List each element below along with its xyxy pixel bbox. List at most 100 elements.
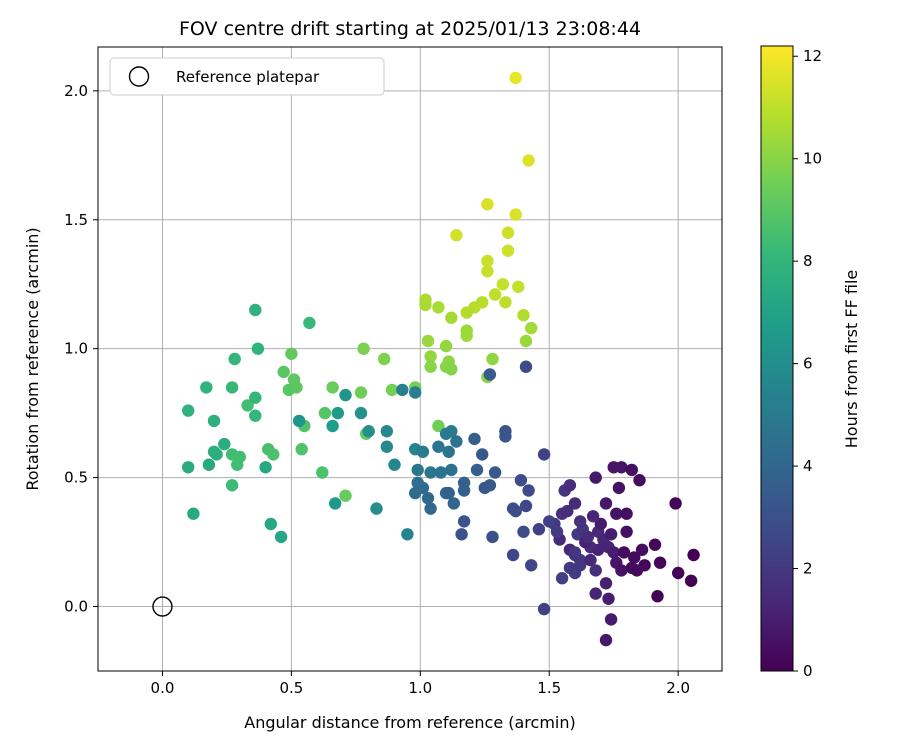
data-point	[249, 391, 262, 404]
data-point	[628, 551, 641, 564]
data-point	[584, 553, 597, 567]
data-point	[182, 404, 195, 417]
data-point	[357, 342, 370, 355]
data-point	[589, 471, 602, 484]
data-point	[568, 546, 582, 559]
y-tick-label: 1.5	[64, 211, 88, 229]
data-point	[421, 334, 435, 348]
colorbar-tick-label: 4	[803, 457, 813, 475]
data-point	[574, 515, 587, 528]
data-point	[264, 517, 277, 531]
x-tick-label: 1.5	[537, 679, 561, 697]
data-point	[501, 226, 515, 239]
y-tick-label: 2.0	[64, 82, 88, 100]
data-point	[630, 564, 644, 577]
data-point	[259, 461, 272, 474]
colorbar-tick-label: 6	[803, 355, 813, 373]
data-point	[563, 561, 577, 575]
data-point	[509, 71, 522, 85]
data-point	[339, 489, 352, 502]
data-point	[488, 288, 502, 301]
data-point	[483, 368, 497, 381]
data-point	[509, 208, 522, 221]
data-point	[610, 507, 623, 520]
data-point	[499, 425, 512, 438]
data-point	[378, 352, 391, 366]
data-point	[589, 587, 602, 600]
data-point	[326, 381, 339, 394]
data-point	[512, 280, 525, 293]
data-point	[331, 406, 344, 420]
y-tick-label: 0.0	[64, 598, 88, 616]
data-point	[262, 443, 275, 456]
data-point	[277, 365, 290, 379]
plot-frame	[97, 46, 723, 672]
data-point	[476, 448, 489, 461]
data-point	[519, 360, 533, 373]
y-tick-label: 1.0	[64, 340, 88, 358]
data-point	[362, 425, 375, 438]
data-point	[432, 301, 445, 314]
data-point	[388, 458, 401, 471]
data-point	[411, 463, 424, 477]
data-point	[481, 254, 494, 268]
data-point	[481, 198, 494, 211]
data-point	[434, 466, 448, 479]
data-point	[450, 229, 463, 242]
data-point	[486, 352, 499, 366]
y-axis-label: Rotation from reference (arcmin)	[23, 227, 42, 490]
colorbar-tick-label: 10	[803, 150, 822, 168]
data-point	[488, 466, 502, 479]
data-point	[285, 347, 298, 360]
data-point	[445, 425, 458, 438]
data-point	[210, 448, 223, 461]
colorbar-tick-label: 8	[803, 252, 813, 270]
data-point	[225, 381, 239, 394]
data-point	[401, 528, 414, 541]
data-point	[249, 303, 262, 317]
data-point	[620, 525, 633, 538]
data-point	[561, 504, 574, 518]
data-point	[424, 466, 437, 479]
data-point	[563, 479, 577, 492]
data-point	[354, 406, 368, 420]
data-point	[594, 517, 607, 531]
data-point	[460, 329, 473, 342]
data-point	[669, 497, 682, 510]
data-point	[525, 559, 538, 572]
colorbar-gradient	[760, 45, 794, 672]
data-point	[442, 486, 455, 500]
data-point	[251, 342, 265, 355]
y-tick-label: 0.5	[64, 469, 88, 487]
y-axis-ticks: 0.0 0.5 1.0 1.5 2.0	[64, 82, 98, 616]
data-point	[282, 383, 295, 397]
data-point	[519, 334, 533, 348]
data-point	[439, 339, 453, 353]
data-point	[468, 432, 481, 446]
data-point	[409, 386, 422, 399]
data-point	[207, 414, 221, 428]
data-point	[517, 525, 530, 538]
data-point	[470, 463, 484, 477]
data-point	[522, 154, 535, 167]
colorbar-tick-label: 2	[803, 560, 813, 578]
data-point	[200, 381, 213, 394]
data-point	[519, 499, 533, 513]
colorbar-tick-label: 0	[803, 662, 813, 680]
data-point	[329, 497, 342, 510]
data-point	[653, 556, 667, 569]
data-point	[380, 425, 393, 438]
data-point	[633, 474, 646, 487]
data-points	[152, 71, 700, 647]
data-point	[424, 360, 437, 373]
data-point	[525, 321, 538, 335]
data-point	[396, 383, 409, 397]
data-point	[532, 523, 546, 536]
data-point	[432, 419, 445, 433]
data-point	[684, 574, 698, 587]
data-point	[617, 546, 631, 559]
data-point	[231, 458, 244, 471]
data-point	[416, 445, 430, 458]
data-point	[354, 386, 368, 399]
data-point	[555, 572, 569, 585]
